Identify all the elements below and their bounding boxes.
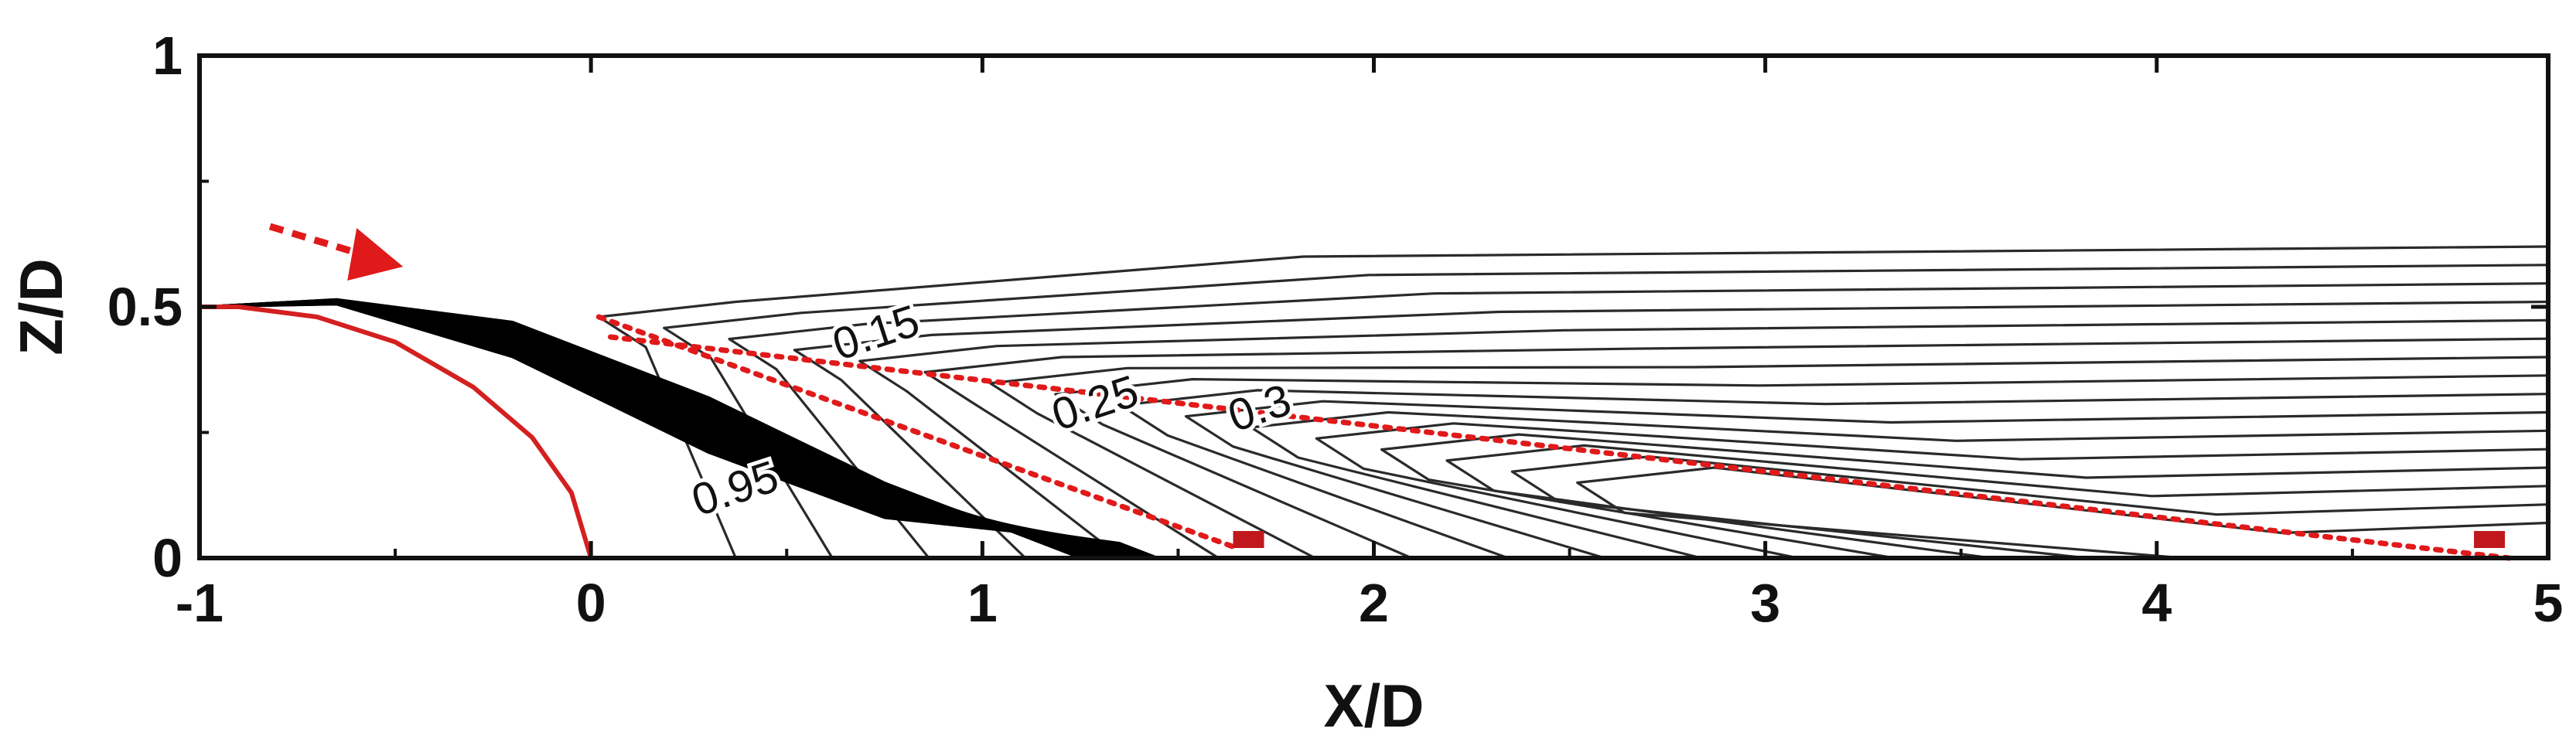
contour-label: 0.15 — [827, 295, 925, 370]
contour-line — [988, 356, 2549, 560]
contour-lines — [597, 245, 2549, 560]
annotation-overlays — [200, 223, 2512, 561]
contour-line — [1054, 374, 2549, 560]
dotted-trajectory-line — [595, 314, 1240, 551]
contour-line — [1315, 422, 2549, 560]
y-axis-ticks: 00.51 — [107, 26, 2548, 588]
contour-line — [858, 318, 2549, 560]
contour-line — [1576, 466, 2549, 560]
x-tick-label: 0 — [576, 573, 606, 633]
contour-line — [1119, 389, 2549, 560]
flow-arrow-head — [347, 228, 404, 281]
contour-line — [728, 282, 2549, 560]
contour-label: 0.95 — [686, 451, 784, 526]
wall-marker — [1233, 531, 1264, 548]
plot-frame — [197, 53, 2550, 560]
y-tick-label: 1 — [152, 26, 183, 86]
wall-marker — [2474, 531, 2506, 548]
x-axis-ticks: -1 0 1 2 3 4 5 — [176, 56, 2564, 633]
dense-contour-line — [199, 302, 1152, 560]
contour-line — [793, 300, 2549, 560]
x-tick-label: 2 — [1359, 573, 1389, 633]
x-tick-label: 4 — [2141, 573, 2172, 633]
dense-contour-line — [199, 303, 1159, 560]
y-tick-label: 0 — [152, 528, 183, 588]
flow-arrow-shaft — [268, 223, 374, 261]
contour-line — [1510, 455, 2549, 560]
dotted-trajectory-line — [608, 334, 2512, 561]
x-tick-label: 3 — [1750, 573, 1780, 633]
contour-line — [923, 337, 2549, 560]
dense-contour-band — [199, 298, 1159, 560]
x-tick-label: 1 — [967, 573, 998, 633]
x-tick-label: -1 — [176, 573, 223, 633]
contour-line — [663, 264, 2549, 559]
contour-labels: 0.15 0.25 0.3 0.95 — [682, 291, 1301, 529]
x-axis-title: X/D — [1323, 672, 1424, 740]
contour-line — [1445, 444, 2549, 560]
y-tick-label: 0.5 — [107, 277, 183, 337]
body-outline — [200, 305, 594, 559]
contour-label: 0.3 — [1222, 375, 1297, 442]
y-axis-title: Z/D — [7, 258, 75, 356]
contour-label: 0.25 — [1046, 366, 1144, 441]
x-tick-label: 5 — [2533, 573, 2564, 633]
contour-line — [1184, 400, 2549, 560]
